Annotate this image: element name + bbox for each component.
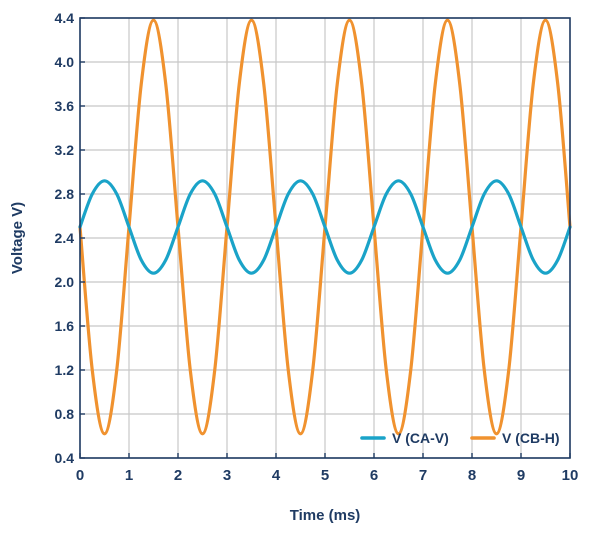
x-tick-label: 0 bbox=[76, 467, 84, 484]
x-tick-label: 10 bbox=[562, 467, 579, 484]
y-tick-label: 2.0 bbox=[55, 274, 75, 290]
y-tick-label: 1.6 bbox=[55, 318, 75, 334]
y-tick-label: 4.0 bbox=[55, 54, 75, 70]
series-layer bbox=[78, 18, 572, 436]
x-tick-label: 3 bbox=[223, 467, 231, 484]
y-tick-label: 0.4 bbox=[55, 450, 75, 466]
y-tick-label: 1.2 bbox=[55, 362, 75, 378]
legend-label-cb-h: V (CB-H) bbox=[502, 430, 560, 446]
x-tick-label: 7 bbox=[419, 467, 427, 484]
x-tick-label: 1 bbox=[125, 467, 133, 484]
legend: V (CA-V) V (CB-H) bbox=[360, 430, 560, 446]
legend-item-ca-v: V (CA-V) bbox=[360, 430, 449, 446]
legend-item-cb-h: V (CB-H) bbox=[470, 430, 560, 446]
y-tick-label: 0.8 bbox=[55, 406, 75, 422]
y-tick-label: 4.4 bbox=[55, 10, 75, 26]
y-tick-label: 2.4 bbox=[55, 230, 75, 246]
y-tick-label: 3.2 bbox=[55, 142, 75, 158]
x-tick-label: 4 bbox=[272, 467, 281, 484]
legend-label-ca-v: V (CA-V) bbox=[392, 430, 449, 446]
x-axis-title: Time (ms) bbox=[290, 507, 361, 524]
x-tick-label: 8 bbox=[468, 467, 476, 484]
y-tick-label: 3.6 bbox=[55, 98, 75, 114]
x-tick-label: 6 bbox=[370, 467, 378, 484]
x-tick-label: 9 bbox=[517, 467, 525, 484]
y-axis-title: Voltage V) bbox=[9, 202, 26, 274]
series-line-ca-v bbox=[78, 179, 572, 275]
x-tick-label: 5 bbox=[321, 467, 329, 484]
x-tick-label: 2 bbox=[174, 467, 182, 484]
axis-layer: 0 1 2 3 4 5 6 7 8 9 10 0.4 0.8 1.2 1.6 2.0 2.4 2.8 3.2 3.6 4… bbox=[55, 10, 579, 484]
y-tick-label: 2.8 bbox=[55, 186, 75, 202]
